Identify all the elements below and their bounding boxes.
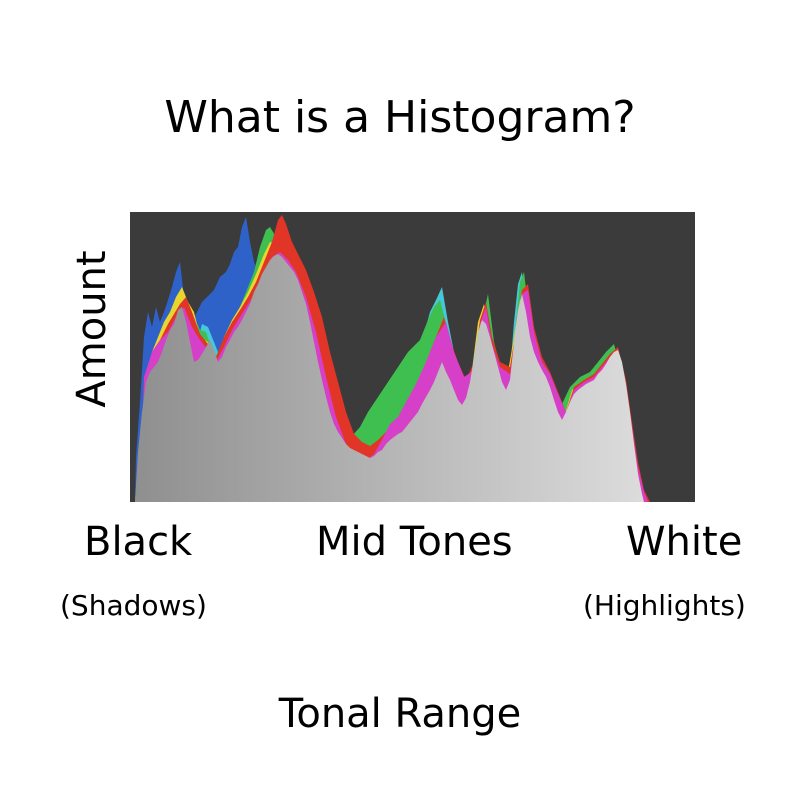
- y-axis-label: Amount: [69, 250, 115, 408]
- white-tone-label: White: [626, 519, 743, 565]
- shadows-label: (Shadows): [60, 589, 207, 622]
- mid-tones-label: Mid Tones: [316, 519, 513, 565]
- diagram-title: What is a Histogram?: [164, 92, 636, 143]
- histogram-panel: [130, 212, 695, 504]
- highlights-label: (Highlights): [583, 589, 746, 622]
- black-tone-label: Black: [84, 519, 193, 565]
- histogram-graphic: [130, 212, 695, 504]
- x-axis-label: Tonal Range: [278, 691, 522, 737]
- luminance-area: [135, 254, 644, 502]
